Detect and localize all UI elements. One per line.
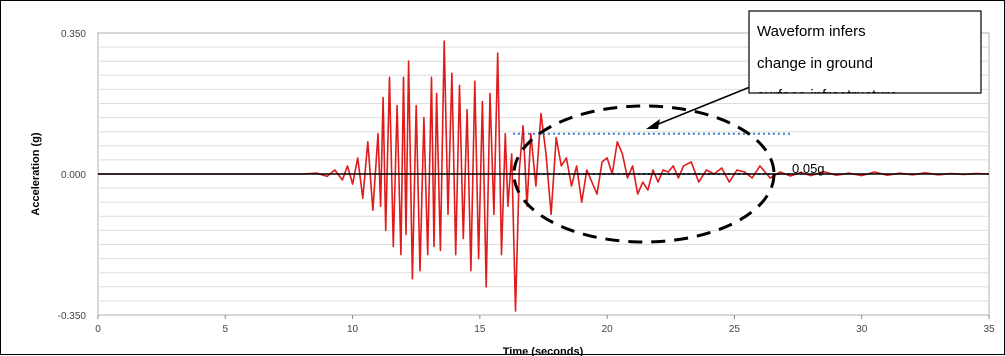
callout-box — [748, 10, 982, 94]
x-tick-label: 30 — [856, 324, 868, 335]
y-tick-label: -0.350 — [58, 311, 87, 322]
callout-line-3: surface infrastructure — [757, 87, 898, 104]
x-axis-title: Time (seconds) — [503, 346, 584, 356]
x-tick-label: 10 — [347, 324, 359, 335]
callout-line-2: change in ground — [757, 55, 873, 72]
y-axis-title: Acceleration (g) — [30, 132, 42, 215]
y-tick-label: 0.000 — [61, 170, 86, 181]
x-tick-label: 15 — [474, 324, 486, 335]
y-tick-labels: -0.350 0.000 0.350 — [58, 29, 87, 322]
x-tick-label: 20 — [602, 324, 614, 335]
callout-arrowhead — [646, 119, 660, 129]
x-tick-label: 25 — [729, 324, 741, 335]
callout-arrow — [650, 86, 751, 128]
acceleration-series-line — [98, 40, 989, 312]
callout-line-1: Waveform infers — [757, 23, 866, 40]
x-tick-label: 35 — [983, 324, 995, 335]
x-tick-label: 0 — [95, 324, 101, 335]
level-label: 0.05g — [792, 161, 825, 176]
x-tick-label: 5 — [223, 324, 229, 335]
x-tick-labels: 0 5 10 15 20 25 30 35 — [95, 315, 995, 335]
highlight-ellipse — [512, 104, 776, 244]
y-tick-label: 0.350 — [61, 29, 86, 40]
